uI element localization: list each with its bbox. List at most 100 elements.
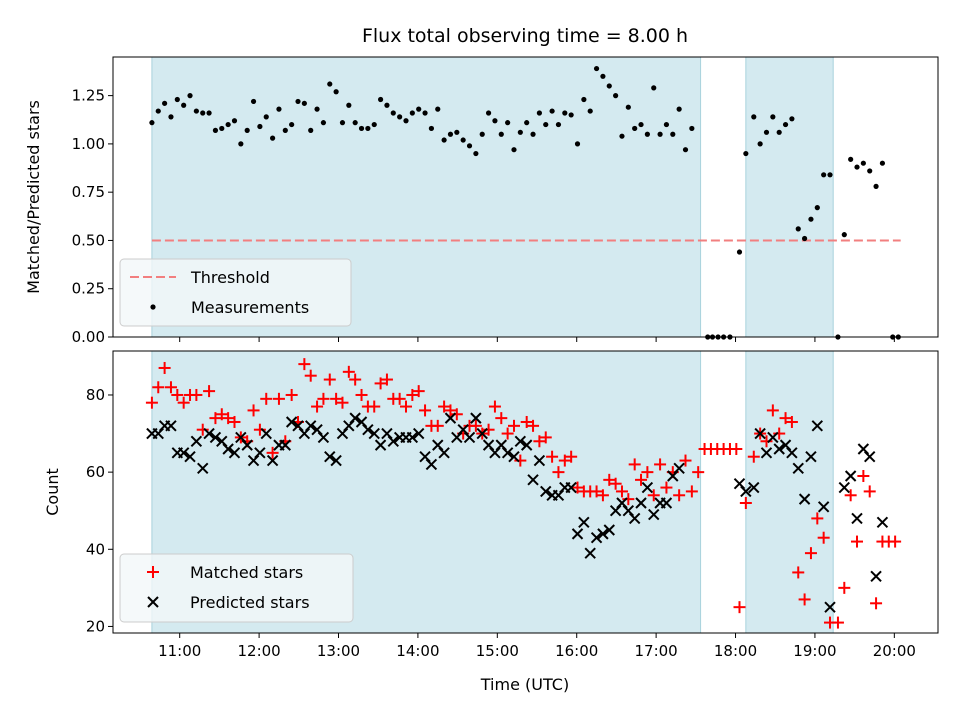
observing-window-band xyxy=(745,56,834,338)
measurement-point xyxy=(485,110,492,116)
matched-star-marker xyxy=(152,381,165,394)
predicted-star-marker xyxy=(266,454,279,467)
x-tick-label: 20:00 xyxy=(873,642,916,660)
matched-star-marker xyxy=(596,489,609,502)
matched-star-marker xyxy=(317,392,330,405)
measurement-point xyxy=(543,121,549,128)
matched-star-marker xyxy=(609,477,622,490)
measurement-point xyxy=(377,96,384,103)
predicted-star-marker xyxy=(533,454,546,467)
measurement-point xyxy=(549,108,555,114)
predicted-star-marker xyxy=(368,427,380,440)
matched-star-marker xyxy=(419,404,432,417)
measurement-point xyxy=(770,114,776,120)
measurement-point xyxy=(276,106,282,112)
matched-star-marker xyxy=(507,419,520,432)
measurement-point xyxy=(657,131,663,137)
measurement-point xyxy=(212,127,219,133)
matched-star-marker xyxy=(368,400,381,413)
measurement-point xyxy=(517,129,523,135)
matched-star-marker xyxy=(660,481,673,494)
measurement-point xyxy=(479,131,485,137)
matched-star-marker xyxy=(520,415,533,428)
measurement-point xyxy=(200,110,206,116)
predicted-stars-points xyxy=(146,412,889,613)
matched-star-marker xyxy=(733,601,746,614)
predicted-star-marker xyxy=(184,450,196,463)
predicted-legend-label: Predicted stars xyxy=(190,593,310,612)
y-tick-label: 0.50 xyxy=(72,231,105,249)
measurement-point xyxy=(782,121,789,128)
measurement-point xyxy=(619,133,625,139)
predicted-star-marker xyxy=(597,528,609,540)
measurement-point xyxy=(327,81,333,87)
x-tick-label: 14:00 xyxy=(396,642,439,660)
measurement-point xyxy=(789,116,795,122)
predicted-star-marker xyxy=(571,528,584,540)
chart-title: Flux total observing time = 8.00 h xyxy=(362,25,688,47)
y-tick-label: 80 xyxy=(86,386,105,404)
predicted-star-marker xyxy=(406,431,419,444)
measurement-point xyxy=(358,125,365,132)
matched-star-marker xyxy=(171,388,184,401)
predicted-star-marker xyxy=(514,435,527,447)
measurement-point xyxy=(435,106,441,112)
count-legend: Matched stars Predicted stars xyxy=(119,553,354,623)
measurement-point xyxy=(250,98,257,105)
x-tick-label: 19:00 xyxy=(793,642,836,660)
measurements-legend-label: Measurements xyxy=(191,298,309,317)
matched-star-marker xyxy=(399,400,412,413)
measurement-point xyxy=(808,216,814,222)
measurement-point xyxy=(606,83,612,89)
predicted-star-marker xyxy=(387,435,400,447)
ratio-axes-frame xyxy=(112,56,939,338)
matched-star-marker xyxy=(266,446,279,459)
measurement-point xyxy=(581,96,587,103)
measurement-point xyxy=(206,110,212,116)
matched-legend-label: Matched stars xyxy=(190,563,303,582)
predicted-star-marker xyxy=(603,524,615,536)
matched-star-marker xyxy=(565,450,578,463)
predicted-star-marker xyxy=(197,462,209,474)
measurement-point xyxy=(587,108,593,114)
matched-star-marker xyxy=(222,412,235,425)
measurement-point xyxy=(447,131,454,137)
measurement-point xyxy=(193,108,199,114)
measurement-point xyxy=(231,118,238,124)
predicted-star-marker xyxy=(584,547,596,559)
predicted-star-marker xyxy=(444,412,457,424)
matched-star-marker xyxy=(641,466,654,479)
matched-star-marker xyxy=(647,489,660,502)
measurement-point xyxy=(867,168,873,174)
x-tick-label: 13:00 xyxy=(317,642,360,660)
matched-star-marker xyxy=(692,466,705,479)
matched-star-marker xyxy=(654,458,667,471)
measurement-point xyxy=(848,156,854,162)
measurement-point xyxy=(644,131,650,137)
measurement-point xyxy=(454,129,460,135)
matched-star-marker xyxy=(438,400,451,413)
measurement-point xyxy=(289,121,295,128)
measurement-point xyxy=(802,235,808,242)
matched-star-marker xyxy=(533,435,546,448)
predicted-star-marker xyxy=(635,497,647,509)
measurement-point xyxy=(365,125,371,132)
matched-star-marker xyxy=(838,581,851,594)
matched-star-marker xyxy=(851,535,864,548)
measurement-point xyxy=(263,114,269,120)
predicted-star-marker xyxy=(330,454,342,467)
predicted-star-marker xyxy=(838,481,851,494)
count-x-ticks: 11:00 12:00 13:00 14:00 15:00 16:00 17:00 18:00… xyxy=(158,633,916,660)
measurement-point xyxy=(409,110,415,116)
measurement-point xyxy=(498,131,504,137)
predicted-star-marker xyxy=(165,420,177,432)
matched-star-marker xyxy=(164,381,177,394)
measurement-point xyxy=(613,93,619,99)
predicted-star-marker xyxy=(260,427,272,440)
matched-star-marker xyxy=(831,616,844,629)
matched-star-marker xyxy=(393,392,406,405)
matched-star-marker xyxy=(773,427,786,440)
matched-star-marker xyxy=(311,400,324,413)
measurement-point xyxy=(689,125,695,132)
